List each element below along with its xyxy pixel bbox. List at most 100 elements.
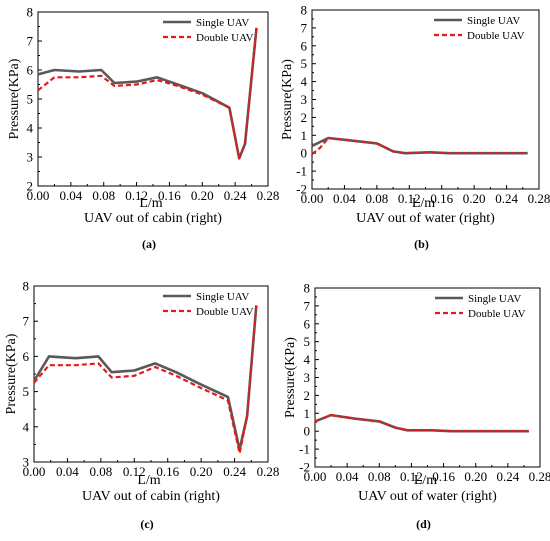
x-axis-label: L/m <box>414 473 437 488</box>
y-tick-label: 4 <box>27 121 34 136</box>
panel-subtitle: UAV out of cabin (right) <box>84 211 222 226</box>
x-tick-label: 0.16 <box>156 464 179 479</box>
y-tick-label: 3 <box>301 92 308 107</box>
series-line-double-uav <box>33 305 258 455</box>
y-tick-label: 7 <box>304 298 311 313</box>
y-axis-label: Pressure(KPa) <box>283 337 298 418</box>
panel-subtitle: UAV out of water (right) <box>356 211 495 226</box>
panel-label: (c) <box>140 517 153 531</box>
series-line-double-uav <box>311 136 528 155</box>
legend-label-single-uav: Single UAV <box>468 293 521 305</box>
y-tick-label: 7 <box>27 34 34 49</box>
x-tick-label: 0.12 <box>125 188 148 203</box>
x-axis-label: L/m <box>139 196 162 211</box>
y-axis-label: Pressure(KPa) <box>4 333 19 414</box>
y-tick-label: 4 <box>304 352 311 367</box>
legend-label-single-uav: Single UAV <box>467 15 520 27</box>
y-tick-label: 0 <box>301 146 308 161</box>
y-tick-label: 2 <box>27 179 34 194</box>
x-tick-label: 0.24 <box>496 469 519 484</box>
panel-label: (d) <box>416 517 431 531</box>
panel-label: (a) <box>142 237 156 251</box>
x-tick-label: 0.04 <box>336 469 359 484</box>
y-tick-label: 2 <box>304 388 311 403</box>
x-tick-label: 0.28 <box>257 464 280 479</box>
x-tick-label: 0.20 <box>464 469 487 484</box>
y-tick-label: -2 <box>296 182 307 197</box>
legend-label-single-uav: Single UAV <box>196 17 249 29</box>
chart-panel-b: 0.00 0.04 0.08 0.12 0.16 0.20 0.24 0.28 -2 -1 0 1 2 3… <box>280 3 550 252</box>
x-tick-label: 0.08 <box>89 464 112 479</box>
x-tick-label: 0.28 <box>529 469 550 484</box>
x-tick-label: 0.08 <box>92 188 115 203</box>
x-axis-label: L/m <box>412 196 435 211</box>
x-tick-label: 0.24 <box>224 188 247 203</box>
y-tick-label: 0 <box>304 424 311 439</box>
x-tick-label: 0.24 <box>223 464 246 479</box>
y-tick-label: 4 <box>301 74 308 89</box>
x-tick-label: 0.12 <box>123 464 146 479</box>
series-line-double-uav <box>314 414 529 433</box>
panel-label: (b) <box>414 237 429 251</box>
x-tick-label: 0.12 <box>400 469 423 484</box>
chart-panel-d: 0.00 0.04 0.08 0.12 0.16 0.20 0.24 0.28 -2 -1 0 1 2 3… <box>283 281 550 532</box>
x-tick-label: 0.04 <box>56 464 79 479</box>
series-line-single-uav <box>37 27 258 160</box>
y-tick-label: 3 <box>27 150 34 165</box>
x-tick-label: 0.00 <box>23 464 46 479</box>
x-axis-label: L/m <box>137 473 160 488</box>
y-tick-label: 6 <box>23 349 30 364</box>
x-tick-label: 0.00 <box>27 188 50 203</box>
chart-panel-c: 0.00 0.04 0.08 0.12 0.16 0.20 0.24 0.28 3 4 5 6 7 8 Si… <box>4 279 279 532</box>
x-tick-label: 0.20 <box>190 464 213 479</box>
legend-label-double-uav: Double UAV <box>467 30 525 42</box>
panel-subtitle: UAV out of water (right) <box>358 489 497 504</box>
y-tick-label: 6 <box>301 38 308 53</box>
y-tick-label: 3 <box>23 455 30 470</box>
y-tick-label: 8 <box>301 3 308 18</box>
y-tick-label: 1 <box>304 406 311 421</box>
legend-label-double-uav: Double UAV <box>196 306 254 318</box>
y-tick-label: 8 <box>27 5 34 20</box>
y-tick-label: 5 <box>301 56 308 71</box>
x-tick-label: 0.20 <box>191 188 214 203</box>
x-tick-label: 0.28 <box>528 191 550 206</box>
y-tick-label: -1 <box>296 164 307 179</box>
x-tick-label: 0.08 <box>365 191 388 206</box>
y-tick-label: 5 <box>27 92 34 107</box>
series-line-single-uav <box>32 305 258 452</box>
legend-label-double-uav: Double UAV <box>196 32 254 44</box>
y-tick-label: -1 <box>299 442 310 457</box>
series-line-double-uav <box>37 27 258 160</box>
x-tick-label: 0.16 <box>430 191 453 206</box>
y-tick-label: -2 <box>299 460 310 475</box>
y-tick-label: 2 <box>301 110 308 125</box>
y-tick-label: 6 <box>304 316 311 331</box>
x-tick-label: 0.08 <box>368 469 391 484</box>
x-tick-label: 0.12 <box>398 191 421 206</box>
y-tick-label: 5 <box>23 384 30 399</box>
y-tick-label: 1 <box>301 128 308 143</box>
x-tick-label: 0.20 <box>463 191 486 206</box>
panel-subtitle: UAV out of cabin (right) <box>82 489 220 504</box>
x-tick-label: 0.16 <box>158 188 181 203</box>
y-tick-label: 6 <box>27 63 34 78</box>
x-tick-label: 0.00 <box>304 469 327 484</box>
legend-label-single-uav: Single UAV <box>196 291 249 303</box>
x-tick-label: 0.00 <box>301 191 324 206</box>
y-tick-label: 4 <box>23 419 30 434</box>
y-tick-label: 7 <box>301 20 308 35</box>
x-tick-label: 0.04 <box>59 188 82 203</box>
x-tick-label: 0.16 <box>432 469 455 484</box>
y-tick-label: 5 <box>304 334 311 349</box>
y-axis-label: Pressure(KPa) <box>280 59 295 140</box>
chart-panel-a: 0.00 0.04 0.08 0.12 0.16 0.20 0.24 0.28 2 3 4 5 6 7 8 S… <box>7 5 279 252</box>
legend-label-double-uav: Double UAV <box>468 308 526 320</box>
x-tick-label: 0.24 <box>495 191 518 206</box>
y-tick-label: 8 <box>23 279 30 294</box>
y-tick-label: 3 <box>304 370 311 385</box>
x-tick-label: 0.04 <box>333 191 356 206</box>
series-line-single-uav <box>311 136 528 155</box>
y-tick-label: 8 <box>304 281 311 296</box>
